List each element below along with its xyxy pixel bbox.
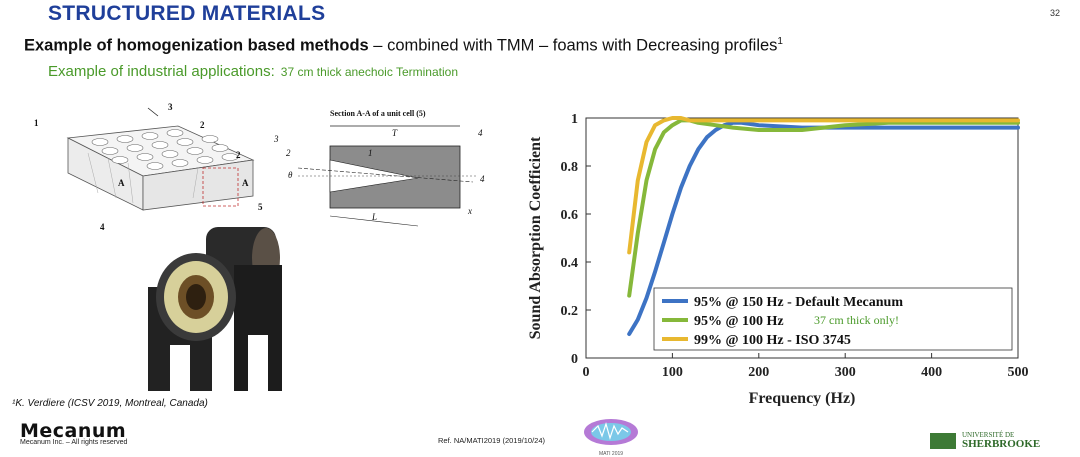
unit-cell-section-diagram: Section A-A of a unit cell (5) T 1 3 2 θ… <box>273 109 485 227</box>
left-diagram-label: A <box>242 178 249 188</box>
y-tick-label: 0.2 <box>561 304 579 319</box>
left-diagram-label: 4 <box>100 222 105 232</box>
reference-text: Ref. NA/MATI2019 (2019/10/24) <box>438 436 545 445</box>
left-diagram-label: 2 <box>200 120 205 130</box>
y-tick-label: 1 <box>571 112 578 127</box>
left-diagram-label: 2 <box>236 150 241 160</box>
y-tick-label: 0.8 <box>561 160 579 175</box>
left-diagram-label: A <box>118 178 125 188</box>
mid-diagram-label: 2 <box>286 148 291 158</box>
section-title: Section A-A of a unit cell (5) <box>330 109 426 118</box>
y-tick-label: 0.4 <box>561 256 579 271</box>
mecanum-brand: Mecanum <box>20 420 127 442</box>
left-diagram-label: 1 <box>34 118 39 128</box>
x-tick-label: 400 <box>921 365 942 380</box>
chart-series <box>627 116 1020 336</box>
x-tick-label: 200 <box>748 365 769 380</box>
x-tick-label: 500 <box>1008 365 1029 380</box>
subtitle-footnote-mark: 1 <box>777 36 783 47</box>
udes-line2: SHERBROOKE <box>962 438 1041 450</box>
legend-entry: 95% @ 150 Hz - Default Mecanum <box>694 295 903 310</box>
legend-entry: 99% @ 100 Hz - ISO 3745 <box>694 333 851 348</box>
legend-entry: 95% @ 100 Hz <box>694 314 784 329</box>
left-diagram-label: 5 <box>258 202 263 212</box>
chart-legend: 95% @ 150 Hz - Default Mecanum 95% @ 100… <box>653 287 1013 351</box>
mati-logo: MATI 2019 <box>582 418 640 457</box>
mid-diagram-label: θ <box>288 170 293 180</box>
mid-diagram-label: 1 <box>368 148 373 158</box>
udes-line1: UNIVERSITÉ DE <box>962 431 1015 439</box>
x-tick-label: 100 <box>662 365 683 380</box>
perforated-block-diagram: 1 2 3 2 A A 5 4 <box>34 102 263 232</box>
subtitle2-text: Example of industrial applications: <box>48 63 275 80</box>
series-line-yellow <box>627 116 1020 255</box>
mid-diagram-label: T <box>392 128 398 138</box>
y-tick-label: 0 <box>571 352 578 367</box>
slide-title: STRUCTURED MATERIALS <box>48 2 326 25</box>
copyright-text: Mecanum Inc. – All rights reserved <box>20 439 128 446</box>
subtitle-rest: – combined with TMM – foams with Decreas… <box>368 36 778 55</box>
mid-diagram-label: 4 <box>480 174 485 184</box>
x-tick-label: 0 <box>583 365 590 380</box>
y-axis-label: Sound Absorption Coefficient <box>527 136 544 339</box>
subtitle-bold: Example of homogenization based methods <box>24 36 369 55</box>
mid-diagram-label: 3 <box>273 134 279 144</box>
x-tick-label: 300 <box>835 365 856 380</box>
mati-label: MATI 2019 <box>598 451 624 457</box>
x-axis-label: Frequency (Hz) <box>749 390 856 406</box>
mid-diagram-label: L <box>371 212 377 222</box>
udes-logo: UNIVERSITÉ DE SHERBROOKE <box>930 432 1040 450</box>
subtitle2-small: 37 cm thick anechoic Termination <box>280 65 458 79</box>
footnote: ¹K. Verdiere (ICSV 2019, Montreal, Canad… <box>12 398 208 409</box>
udes-emblem-icon <box>930 433 956 449</box>
mid-diagram-label: 4 <box>478 128 483 138</box>
absorption-chart: 0 100 200 300 400 500 0 0.2 0.4 0.6 0.8 1 Frequency… <box>527 112 1029 406</box>
slide-subtitle: Example of homogenization based methods … <box>24 36 783 56</box>
mid-diagram-label: x <box>467 206 472 216</box>
mecanum-logo: Mecanum Mecanum Inc. – All rights reserv… <box>20 420 127 446</box>
mati-icon <box>584 419 638 445</box>
page-number: 32 <box>1049 8 1060 18</box>
series-line-blue <box>627 120 1020 336</box>
left-diagram-label: 3 <box>168 102 173 112</box>
application-subtitle: Example of industrial applications: 37 cm… <box>48 63 458 80</box>
legend-annotation: 37 cm thick only! <box>814 313 899 327</box>
chart-axes: 0 100 200 300 400 500 0 0.2 0.4 0.6 0.8 1 <box>561 112 1029 380</box>
y-tick-label: 0.6 <box>561 208 579 223</box>
anechoic-termination-photo <box>148 227 282 391</box>
series-line-green <box>627 118 1020 298</box>
